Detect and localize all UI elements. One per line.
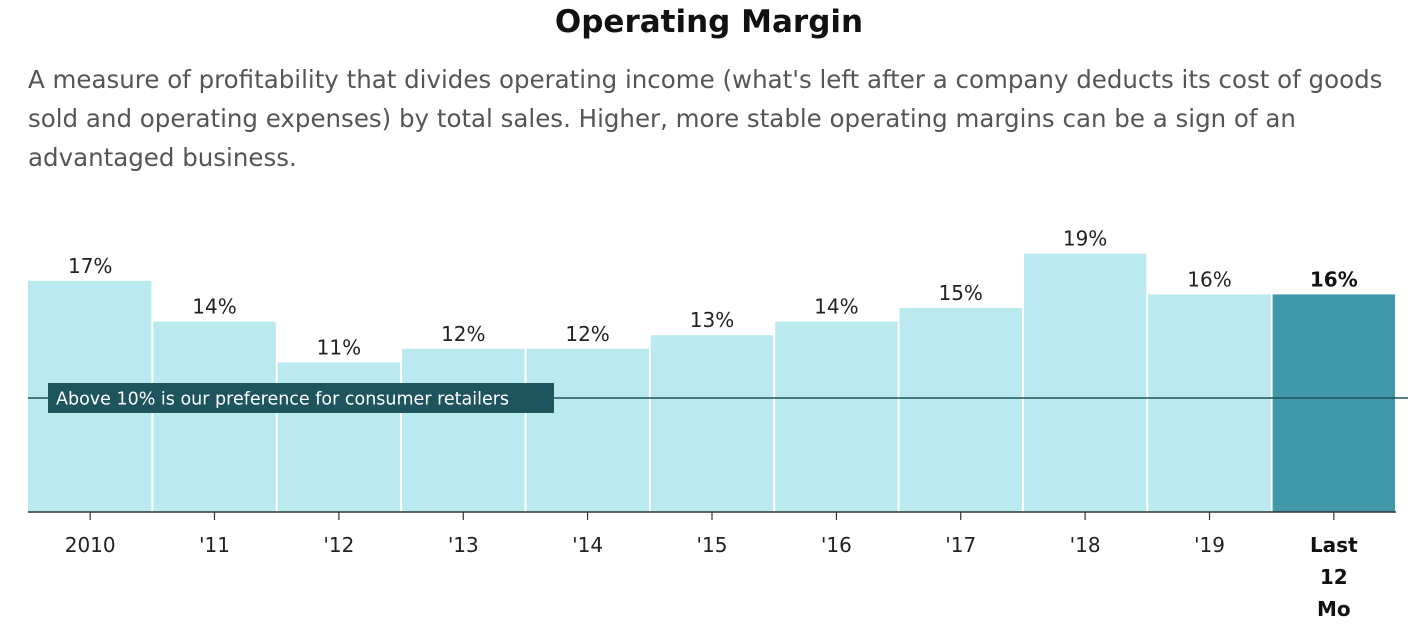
bar-4 bbox=[526, 348, 649, 512]
bar-9 bbox=[1148, 294, 1271, 512]
bar-3 bbox=[402, 348, 525, 512]
bar-value-label-10: 16% bbox=[1310, 267, 1358, 291]
bar-10 bbox=[1272, 294, 1395, 512]
x-tick-label-10: Last 12 Mo bbox=[1310, 533, 1358, 621]
bar-value-label-1: 14% bbox=[192, 295, 236, 319]
bars-layer bbox=[28, 253, 1395, 512]
bar-5 bbox=[650, 335, 774, 512]
bar-value-label-6: 14% bbox=[814, 295, 858, 319]
chart-subtitle: A measure of profitability that divides … bbox=[28, 65, 1383, 172]
x-tick-label-9: '19 bbox=[1194, 533, 1225, 557]
reference-line-group: Above 10% is our preference for consumer… bbox=[28, 383, 1408, 413]
x-tick-label-3: '13 bbox=[448, 533, 479, 557]
bar-6 bbox=[775, 321, 898, 512]
x-tick-label-0: 2010 bbox=[65, 533, 116, 557]
bar-value-label-8: 19% bbox=[1063, 227, 1107, 251]
x-tick-label-4: '14 bbox=[572, 533, 603, 557]
bar-value-label-2: 11% bbox=[317, 335, 361, 359]
x-tick-label-8: '18 bbox=[1070, 533, 1101, 557]
bar-value-label-0: 17% bbox=[68, 254, 112, 278]
x-tick-label-2: '12 bbox=[323, 533, 354, 557]
reference-label-background bbox=[48, 383, 554, 413]
bar-value-label-4: 12% bbox=[565, 322, 609, 346]
bar-8 bbox=[1023, 253, 1147, 512]
x-axis: 2010 '11 '12 '13 '14 '15 '16 '17 '18 '19 Last 12 Mo bbox=[28, 511, 1396, 621]
x-tick-label-6: '16 bbox=[821, 533, 852, 557]
chart-title: Operating Margin bbox=[554, 4, 864, 40]
bar-value-label-5: 13% bbox=[690, 308, 734, 332]
bar-value-label-3: 12% bbox=[441, 322, 485, 346]
bar-value-label-9: 16% bbox=[1187, 267, 1231, 291]
reference-line-label: Above 10% is our preference for consumer… bbox=[56, 390, 509, 410]
bar-value-label-7: 15% bbox=[938, 281, 982, 305]
bar-1 bbox=[153, 321, 276, 512]
value-labels-layer: 17% 14% 11% 12% 12% 13% 14% 15% 19% 16% 16% bbox=[68, 227, 1358, 360]
x-tick-label-5: '15 bbox=[697, 533, 728, 557]
x-tick-label-1: '11 bbox=[199, 533, 230, 557]
bar-7 bbox=[899, 308, 1022, 512]
x-tick-label-7: '17 bbox=[945, 533, 976, 557]
